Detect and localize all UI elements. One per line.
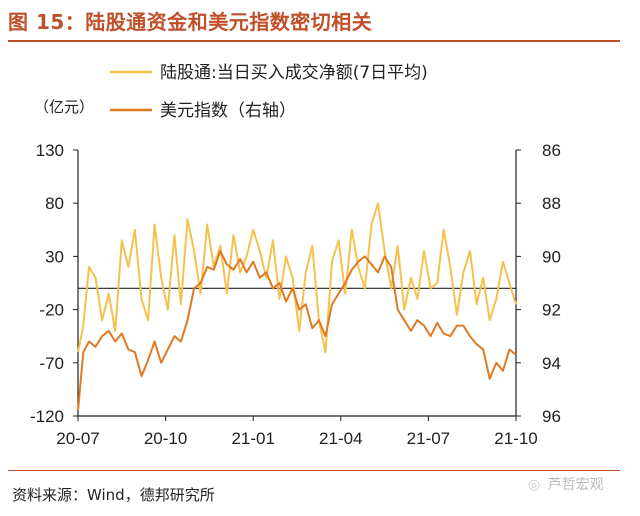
wechat-icon: ◎ bbox=[528, 477, 541, 493]
watermark-text: 芦哲宏观 bbox=[547, 477, 604, 493]
left-tick-label: 130 bbox=[36, 141, 64, 160]
legend-label: 美元指数（右轴） bbox=[160, 101, 296, 121]
right-tick-label: 90 bbox=[542, 247, 561, 266]
legend-label: 陆股通:当日买入成交净额(7日平均) bbox=[160, 63, 428, 83]
chart-series bbox=[77, 202, 517, 411]
right-tick-label: 86 bbox=[542, 141, 561, 160]
title-divider bbox=[8, 40, 620, 42]
chart-axes: 130 80 30 -20 -70 -120 86 88 90 92 94 96 20-07 20-10 2… bbox=[30, 141, 561, 448]
x-tick-label: 21-04 bbox=[319, 429, 362, 448]
bottom-divider bbox=[8, 470, 620, 471]
left-tick-label: -120 bbox=[30, 407, 64, 426]
watermark: ◎ 芦哲宏观 bbox=[528, 474, 604, 494]
right-tick-label: 96 bbox=[542, 407, 561, 426]
right-tick-label: 94 bbox=[542, 354, 561, 373]
series-line-dxy bbox=[77, 250, 517, 411]
right-tick-label: 92 bbox=[542, 301, 561, 320]
figure-title: 图 15：陆股通资金和美元指数密切相关 bbox=[8, 10, 373, 34]
chart-legend: 陆股通:当日买入成交净额(7日平均) 美元指数（右轴） bbox=[110, 63, 428, 121]
x-tick-label: 20-10 bbox=[144, 429, 187, 448]
left-tick-label: -70 bbox=[39, 354, 64, 373]
x-tick-label: 21-07 bbox=[407, 429, 450, 448]
left-tick-label: -20 bbox=[39, 301, 64, 320]
left-axis-unit: （亿元） bbox=[34, 98, 94, 116]
x-tick-label: 21-01 bbox=[231, 429, 274, 448]
figure-source: 资料来源：Wind，德邦研究所 bbox=[12, 486, 215, 504]
right-tick-label: 88 bbox=[542, 194, 561, 213]
chart-canvas: 陆股通:当日买入成交净额(7日平均) 美元指数（右轴） （亿元） 130 80 30 -… bbox=[30, 63, 561, 448]
left-tick-label: 80 bbox=[45, 194, 64, 213]
x-tick-label: 21-10 bbox=[494, 429, 537, 448]
left-tick-label: 30 bbox=[45, 247, 64, 266]
series-line-inflow bbox=[77, 202, 517, 354]
x-tick-label: 20-07 bbox=[56, 429, 99, 448]
